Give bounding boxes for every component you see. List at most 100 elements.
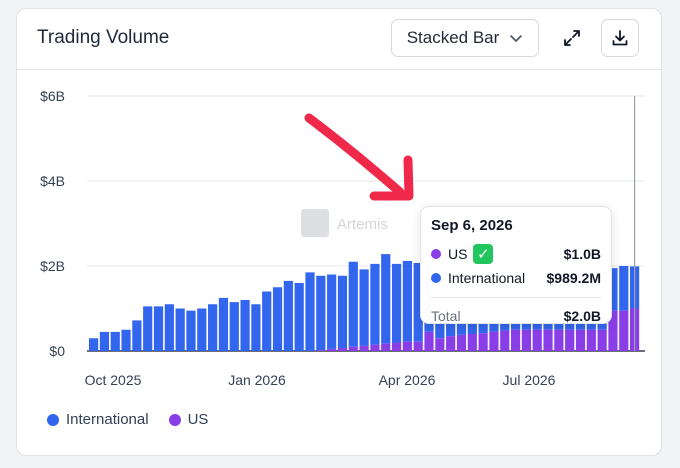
bar-us <box>327 348 337 351</box>
bar-international <box>262 291 272 351</box>
y-tick-label: $4B <box>40 173 65 189</box>
bar-us <box>435 338 445 351</box>
bar-international <box>272 287 283 351</box>
bar-us <box>467 334 477 351</box>
tooltip-row-total: Total $2.0B <box>431 304 601 328</box>
tooltip-date: Sep 6, 2026 <box>431 217 513 234</box>
tooltip-label-international: International <box>448 270 526 286</box>
bar-international <box>99 331 110 351</box>
bar-international <box>218 297 229 351</box>
chart-type-select-value: Stacked Bar <box>406 28 500 47</box>
bar-international <box>294 283 304 351</box>
bar-us <box>586 329 596 351</box>
x-tick-label: Jan 2026 <box>228 372 286 388</box>
y-tick-label: $0 <box>49 343 65 359</box>
tooltip-divider <box>431 297 601 298</box>
bar-international <box>316 275 326 351</box>
bar-us <box>575 329 586 351</box>
download-button[interactable] <box>601 19 639 57</box>
bar-international <box>413 263 423 342</box>
tooltip-total-label: Total <box>431 308 461 324</box>
bar-us <box>337 348 348 351</box>
legend-swatch-international <box>47 413 59 426</box>
tooltip-swatch-us <box>431 249 441 259</box>
bar-international <box>348 261 358 347</box>
bar-us <box>489 331 499 351</box>
x-tick-label: Apr 2026 <box>379 372 436 388</box>
bar-international <box>121 329 131 351</box>
card-title: Trading Volume <box>37 27 170 48</box>
y-tick-label: $6B <box>40 88 65 104</box>
bar-international <box>283 280 293 351</box>
bar-international <box>89 338 99 351</box>
tooltip-total-value: $2.0B <box>563 308 601 324</box>
legend-item-international[interactable]: International <box>47 411 149 428</box>
bar-international <box>208 304 218 351</box>
tooltip-value-us: $1.0B <box>563 246 601 262</box>
bar-international <box>381 254 391 344</box>
watermark: Artemis <box>301 209 388 237</box>
bar-us <box>565 329 575 351</box>
chart-type-select[interactable]: Stacked Bar <box>391 19 539 57</box>
bar-us <box>510 329 521 351</box>
legend-label-us: US <box>187 411 209 428</box>
bar-international <box>327 274 337 349</box>
bar-us <box>597 329 607 351</box>
bar-international <box>370 263 380 345</box>
bar-us <box>456 334 467 351</box>
bar-us <box>446 336 456 351</box>
bar-international <box>197 308 207 351</box>
tooltip-label-us: US <box>448 246 468 262</box>
card-header: Trading Volume Stacked Bar <box>17 9 661 70</box>
bar-us <box>608 310 618 351</box>
check-icon: ✓ <box>473 244 494 264</box>
bar-international <box>608 268 618 311</box>
bar-us <box>359 345 369 351</box>
bar-international <box>619 266 629 311</box>
chevron-down-icon <box>510 35 523 42</box>
bar-international <box>153 306 164 351</box>
y-tick-label: $2B <box>40 258 65 274</box>
legend-swatch-us <box>168 413 181 426</box>
x-tick-label: Oct 2025 <box>85 372 142 388</box>
tooltip-value-international: $989.2M <box>546 270 601 286</box>
bar-us <box>370 344 380 351</box>
expand-button[interactable] <box>553 19 591 57</box>
bar-international <box>305 272 315 351</box>
bar-us <box>402 341 412 351</box>
trading-volume-card: Trading Volume Stacked Bar $0 $2B $4B $6B Ar… <box>16 8 662 456</box>
download-icon <box>612 30 628 46</box>
artemis-logo-icon <box>301 209 329 237</box>
bar-us <box>619 310 629 351</box>
bar-us <box>478 333 488 351</box>
legend-label-international: International <box>66 411 149 428</box>
tooltip-swatch-international <box>431 273 441 283</box>
bar-us <box>391 342 402 351</box>
bar-international <box>164 304 174 351</box>
bar-us <box>381 343 391 351</box>
chart-legend: International US <box>47 411 208 428</box>
legend-item-us[interactable]: US <box>168 411 209 428</box>
bar-international <box>240 300 250 351</box>
bar-us <box>413 341 423 351</box>
bar-us <box>532 329 542 351</box>
tooltip-row-international: International $989.2M <box>431 266 601 290</box>
bar-us <box>316 350 326 351</box>
expand-icon <box>564 30 580 46</box>
bar-international <box>110 331 120 351</box>
bar-international <box>186 310 196 351</box>
bar-international <box>359 269 369 346</box>
bar-international <box>143 306 153 351</box>
bar-us <box>500 330 510 351</box>
chart-tooltip: Sep 6, 2026 US ✓ $1.0B International $98… <box>420 206 612 324</box>
bar-us <box>554 329 564 351</box>
watermark-text: Artemis <box>337 216 388 233</box>
bar-international <box>402 260 412 342</box>
bar-international <box>132 320 142 351</box>
bar-international <box>229 302 239 351</box>
bar-international <box>175 308 185 351</box>
bar-international <box>251 304 261 351</box>
tooltip-row-us: US ✓ $1.0B <box>431 242 601 266</box>
x-tick-label: Jul 2026 <box>503 372 556 388</box>
bar-us <box>521 329 531 351</box>
